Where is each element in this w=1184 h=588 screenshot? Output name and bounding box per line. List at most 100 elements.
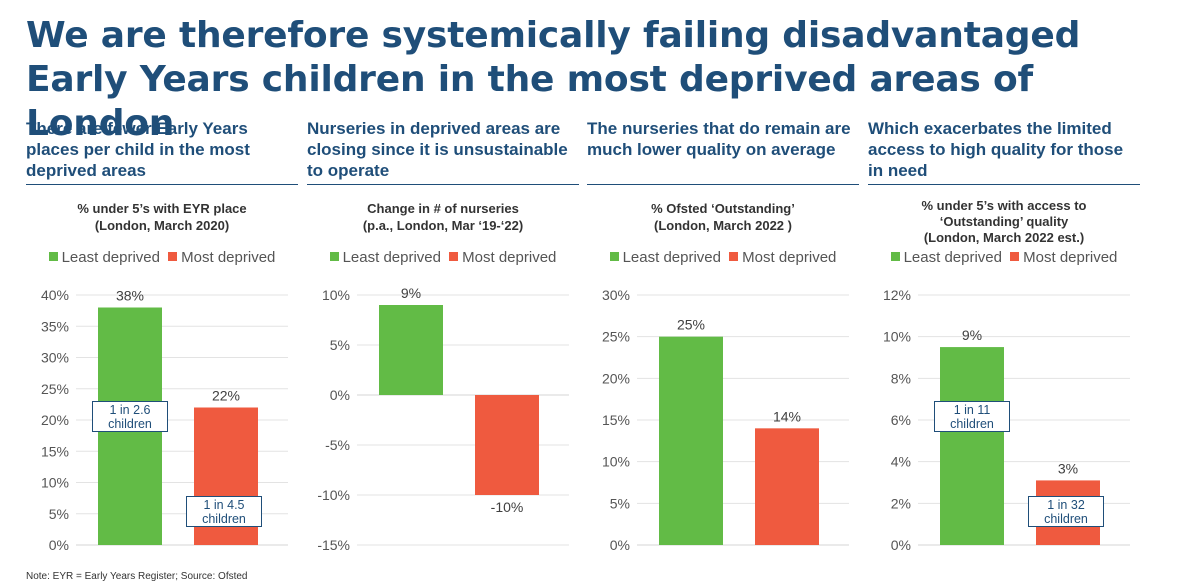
footnote: Note: EYR = Early Years Register; Source… (26, 571, 248, 582)
y-tick-label: -10% (317, 487, 350, 503)
chart-title-line: (London, March 2022 est.) (923, 230, 1085, 245)
bar-most-deprived (475, 395, 539, 495)
chart-legend: Least deprived Most deprived (26, 249, 298, 267)
y-tick-label: -5% (325, 437, 350, 453)
legend-item-least: Least deprived (329, 249, 441, 267)
legend-item-most: Most deprived (729, 249, 836, 267)
callout-least: 1 in 11 children (934, 401, 1010, 432)
panel-divider (587, 184, 859, 185)
callout-line: 1 in 2.6 (109, 403, 151, 417)
chart-legend: Least deprived Most deprived (868, 249, 1140, 267)
callout-line: children (1044, 512, 1088, 526)
callout-most: 1 in 32 children (1028, 496, 1104, 527)
legend-swatch-most (168, 252, 178, 261)
y-tick-label: 4% (891, 454, 911, 470)
y-tick-label: 6% (891, 412, 911, 428)
data-label: 25% (677, 317, 705, 333)
y-tick-label: 0% (891, 537, 911, 553)
legend-swatch-least (609, 252, 619, 261)
y-tick-label: 25% (602, 329, 630, 345)
y-tick-label: 0% (610, 537, 630, 553)
panel-subtitle: Which exacerbates the limited access to … (868, 119, 1124, 180)
panel-access: Which exacerbates the limited access to … (868, 118, 1140, 578)
legend-item-most: Most deprived (168, 249, 275, 267)
data-label: -10% (491, 499, 524, 515)
legend-item-least: Least deprived (890, 249, 1002, 267)
y-tick-label: 15% (602, 412, 630, 428)
bar-least-deprived (940, 347, 1004, 545)
callout-least: 1 in 2.6 children (92, 401, 168, 432)
legend-swatch-most (729, 252, 739, 261)
data-label: 9% (962, 327, 982, 343)
legend-item-least: Least deprived (609, 249, 721, 267)
legend-item-least: Least deprived (48, 249, 160, 267)
legend-item-most: Most deprived (1010, 249, 1117, 267)
y-tick-label: 2% (891, 495, 911, 511)
legend-label-most: Most deprived (462, 249, 557, 266)
chart-title-line: % Ofsted ‘Outstanding’ (651, 201, 795, 216)
y-tick-label: 30% (41, 350, 69, 366)
chart-title-line: (London, March 2020) (94, 218, 230, 233)
y-tick-label: 30% (602, 287, 630, 303)
legend-swatch-least (890, 252, 900, 261)
legend-label-least: Least deprived (622, 249, 721, 266)
data-label: 9% (401, 285, 421, 301)
chart-title-line: (London, March 2022 ) (654, 218, 792, 233)
chart-title-line: % under 5’s with access to (921, 198, 1087, 213)
y-tick-label: 0% (49, 537, 69, 553)
chart-title-line: (p.a., London, Mar ‘19-‘22) (362, 218, 524, 233)
bar-chart-closures: -15% -10% -5% 0% 5% 10% 9% -10% (317, 285, 569, 553)
panel-divider (26, 184, 298, 185)
y-tick-label: 0% (330, 387, 350, 403)
legend-item-most: Most deprived (449, 249, 556, 267)
legend-label-least: Least deprived (342, 249, 441, 266)
legend-swatch-least (48, 252, 58, 261)
chart-legend: Least deprived Most deprived (307, 249, 579, 267)
page-title: We are therefore systemically failing di… (26, 15, 1081, 144)
legend-label-most: Most deprived (742, 249, 837, 266)
legend-label-most: Most deprived (181, 249, 276, 266)
chart-title-line: % under 5’s with EYR place (77, 201, 247, 216)
panel-divider (868, 184, 1140, 185)
y-tick-label: 12% (883, 287, 911, 303)
chart-title-line: ‘Outstanding’ quality (939, 214, 1069, 229)
panel-places: There are fewer Early Years places per c… (26, 118, 298, 578)
panel-subtitle: There are fewer Early Years places per c… (26, 119, 250, 180)
data-label: 38% (116, 288, 144, 304)
y-tick-label: 5% (610, 495, 630, 511)
y-tick-label: 20% (41, 412, 69, 428)
y-tick-label: 5% (49, 506, 69, 522)
chart-title: % under 5’s with EYR place (London, Marc… (26, 200, 298, 234)
y-tick-label: -15% (317, 537, 350, 553)
y-tick-label: 25% (41, 381, 69, 397)
panel-subtitle: Nurseries in deprived areas are closing … (307, 119, 568, 180)
y-tick-label: 10% (602, 454, 630, 470)
chart-title: % Ofsted ‘Outstanding’ (London, March 20… (587, 200, 859, 234)
y-tick-label: 40% (41, 287, 69, 303)
panel-quality: The nurseries that do remain are much lo… (587, 118, 859, 578)
legend-swatch-most (1010, 252, 1020, 261)
chart-title: Change in # of nurseries (p.a., London, … (307, 200, 579, 234)
data-label: 3% (1058, 460, 1078, 476)
callout-line: 1 in 11 (953, 403, 991, 417)
data-label: 14% (773, 408, 801, 424)
legend-swatch-most (449, 252, 459, 261)
data-label: 22% (212, 388, 240, 404)
callout-line: children (108, 417, 152, 431)
y-tick-label: 35% (41, 318, 69, 334)
y-tick-label: 10% (41, 475, 69, 491)
bar-least-deprived (379, 305, 443, 395)
bar-most-deprived (755, 428, 819, 545)
bar-least-deprived (659, 336, 723, 545)
legend-label-least: Least deprived (903, 249, 1002, 266)
panel-subtitle: The nurseries that do remain are much lo… (587, 119, 851, 159)
legend-label-least: Least deprived (61, 249, 160, 266)
callout-line: children (202, 512, 246, 526)
y-tick-label: 8% (891, 370, 911, 386)
callout-line: children (950, 417, 994, 431)
y-tick-label: 15% (41, 443, 69, 459)
y-tick-label: 10% (322, 287, 350, 303)
legend-swatch-least (329, 252, 339, 261)
legend-label-most: Most deprived (1023, 249, 1118, 266)
chart-title: % under 5’s with access to ‘Outstanding’… (868, 198, 1140, 246)
